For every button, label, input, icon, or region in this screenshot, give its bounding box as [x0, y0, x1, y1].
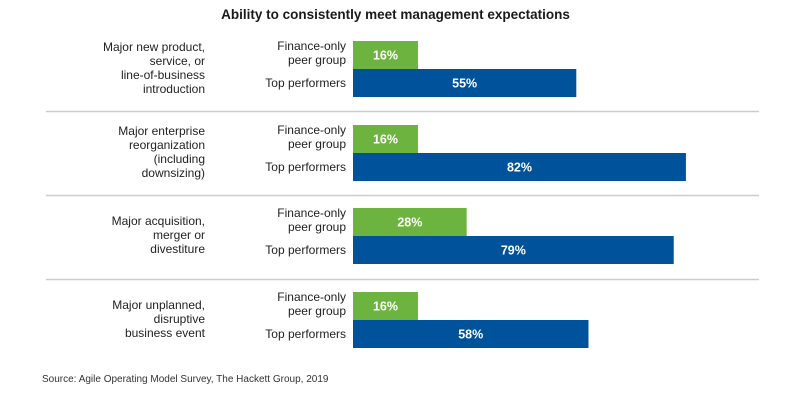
series-label: Finance-only peer group	[277, 290, 346, 318]
category-label: Major acquisition, merger or divestiture	[112, 214, 206, 256]
data-label: 58%	[458, 328, 483, 342]
data-label: 79%	[501, 244, 526, 258]
category-label: Major unplanned, disruptive business event	[112, 298, 205, 340]
data-label: 16%	[373, 300, 398, 314]
bar-finance-only-peer-group	[353, 208, 467, 236]
source-note: Source: Agile Operating Model Survey, Th…	[42, 374, 329, 385]
chart-title: Ability to consistently meet management …	[221, 7, 570, 22]
series-label: Finance-only peer group	[277, 206, 346, 234]
series-label: Top performers	[265, 160, 346, 174]
data-label: 82%	[507, 161, 532, 175]
series-label: Finance-only peer group	[277, 39, 346, 67]
bar-finance-only-peer-group	[353, 125, 418, 153]
bar-finance-only-peer-group	[353, 41, 418, 69]
bar-top-performers	[353, 320, 589, 348]
series-label: Top performers	[265, 243, 346, 257]
bar-finance-only-peer-group	[353, 292, 418, 320]
data-label: 55%	[452, 77, 477, 91]
series-label: Finance-only peer group	[277, 123, 346, 151]
bar-top-performers	[353, 153, 686, 181]
data-label: 28%	[397, 216, 422, 230]
data-label: 16%	[373, 133, 398, 147]
series-label: Top performers	[265, 327, 346, 341]
category-label: Major enterprise reorganization (including…	[118, 124, 205, 180]
bar-top-performers	[353, 236, 674, 264]
series-label: Top performers	[265, 76, 346, 90]
category-label: Major new product, service, or line-of-bus…	[103, 40, 205, 96]
data-label: 16%	[373, 49, 398, 63]
bar-top-performers	[353, 69, 577, 97]
